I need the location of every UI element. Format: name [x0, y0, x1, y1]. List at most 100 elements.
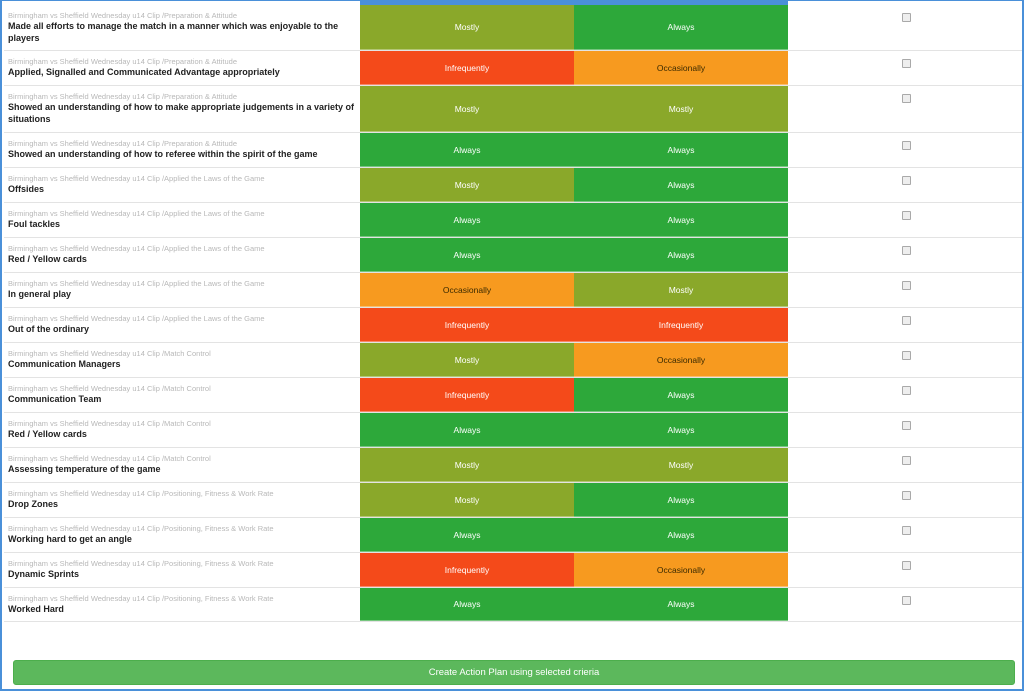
table-row: Birmingham vs Sheffield Wednesday u14 Cl… — [4, 238, 1022, 273]
select-checkbox[interactable] — [902, 456, 911, 465]
criterion-cell: Birmingham vs Sheffield Wednesday u14 Cl… — [4, 308, 360, 342]
rating-cell-first: Infrequently — [360, 308, 574, 342]
criterion-category: Birmingham vs Sheffield Wednesday u14 Cl… — [8, 174, 265, 183]
criterion-category: Birmingham vs Sheffield Wednesday u14 Cl… — [8, 209, 265, 218]
rating-cell-second: Occasionally — [574, 51, 788, 85]
rating-cell-first: Infrequently — [360, 51, 574, 85]
criterion-cell: Birmingham vs Sheffield Wednesday u14 Cl… — [4, 51, 360, 85]
rating-cell-first: Mostly — [360, 448, 574, 482]
criteria-table: Birmingham vs Sheffield Wednesday u14 Cl… — [4, 5, 1022, 622]
criterion-cell: Birmingham vs Sheffield Wednesday u14 Cl… — [4, 378, 360, 412]
select-checkbox[interactable] — [902, 59, 911, 68]
rating-cell-first: Always — [360, 588, 574, 621]
rating-cell-first: Always — [360, 133, 574, 167]
criterion-cell: Birmingham vs Sheffield Wednesday u14 Cl… — [4, 588, 360, 621]
rating-cell-first: Infrequently — [360, 553, 574, 587]
criterion-category: Birmingham vs Sheffield Wednesday u14 Cl… — [8, 279, 265, 288]
rating-cell-second: Mostly — [574, 273, 788, 307]
criterion-name: Foul tackles — [8, 219, 61, 229]
select-cell — [788, 308, 1022, 342]
table-row: Birmingham vs Sheffield Wednesday u14 Cl… — [4, 203, 1022, 238]
table-row: Birmingham vs Sheffield Wednesday u14 Cl… — [4, 518, 1022, 553]
header-accent-bar — [360, 1, 788, 5]
table-row: Birmingham vs Sheffield Wednesday u14 Cl… — [4, 483, 1022, 518]
criterion-cell: Birmingham vs Sheffield Wednesday u14 Cl… — [4, 168, 360, 202]
table-row: Birmingham vs Sheffield Wednesday u14 Cl… — [4, 168, 1022, 203]
rating-cell-first: Mostly — [360, 343, 574, 377]
criterion-category: Birmingham vs Sheffield Wednesday u14 Cl… — [8, 454, 211, 463]
select-cell — [788, 168, 1022, 202]
criterion-name: In general play — [8, 289, 72, 299]
criterion-cell: Birmingham vs Sheffield Wednesday u14 Cl… — [4, 238, 360, 272]
table-row: Birmingham vs Sheffield Wednesday u14 Cl… — [4, 553, 1022, 588]
rating-cell-first: Always — [360, 238, 574, 272]
rating-cell-first: Infrequently — [360, 378, 574, 412]
criterion-category: Birmingham vs Sheffield Wednesday u14 Cl… — [8, 489, 274, 498]
select-checkbox[interactable] — [902, 526, 911, 535]
rating-cell-second: Always — [574, 413, 788, 447]
criterion-category: Birmingham vs Sheffield Wednesday u14 Cl… — [8, 559, 274, 568]
select-checkbox[interactable] — [902, 596, 911, 605]
rating-cell-second: Always — [574, 133, 788, 167]
select-cell — [788, 133, 1022, 167]
select-checkbox[interactable] — [902, 246, 911, 255]
select-checkbox[interactable] — [902, 211, 911, 220]
select-checkbox[interactable] — [902, 281, 911, 290]
criterion-category: Birmingham vs Sheffield Wednesday u14 Cl… — [8, 314, 265, 323]
criterion-category: Birmingham vs Sheffield Wednesday u14 Cl… — [8, 92, 238, 101]
rating-cell-second: Always — [574, 518, 788, 552]
criterion-cell: Birmingham vs Sheffield Wednesday u14 Cl… — [4, 86, 360, 132]
select-checkbox[interactable] — [902, 176, 911, 185]
criterion-name: Showed an understanding of how to make a… — [8, 102, 355, 124]
criterion-name: Assessing temperature of the game — [8, 464, 161, 474]
rating-cell-first: Mostly — [360, 86, 574, 132]
select-cell — [788, 86, 1022, 132]
select-cell — [788, 5, 1022, 50]
criterion-cell: Birmingham vs Sheffield Wednesday u14 Cl… — [4, 5, 360, 50]
rating-cell-second: Always — [574, 483, 788, 517]
criterion-name: Out of the ordinary — [8, 324, 89, 334]
rating-cell-first: Always — [360, 518, 574, 552]
rating-cell-first: Mostly — [360, 168, 574, 202]
select-cell — [788, 273, 1022, 307]
criterion-cell: Birmingham vs Sheffield Wednesday u14 Cl… — [4, 273, 360, 307]
select-checkbox[interactable] — [902, 491, 911, 500]
table-row: Birmingham vs Sheffield Wednesday u14 Cl… — [4, 5, 1022, 51]
rating-cell-second: Always — [574, 203, 788, 237]
rating-cell-second: Infrequently — [574, 308, 788, 342]
criterion-cell: Birmingham vs Sheffield Wednesday u14 Cl… — [4, 203, 360, 237]
table-row: Birmingham vs Sheffield Wednesday u14 Cl… — [4, 588, 1022, 622]
rating-cell-second: Always — [574, 588, 788, 621]
criterion-name: Offsides — [8, 184, 45, 194]
select-checkbox[interactable] — [902, 351, 911, 360]
select-checkbox[interactable] — [902, 141, 911, 150]
select-cell — [788, 553, 1022, 587]
rating-cell-second: Occasionally — [574, 553, 788, 587]
select-checkbox[interactable] — [902, 421, 911, 430]
criterion-name: Showed an understanding of how to refere… — [8, 149, 318, 159]
criterion-name: Working hard to get an angle — [8, 534, 132, 544]
select-checkbox[interactable] — [902, 94, 911, 103]
criterion-name: Communication Managers — [8, 359, 121, 369]
criterion-cell: Birmingham vs Sheffield Wednesday u14 Cl… — [4, 553, 360, 587]
table-row: Birmingham vs Sheffield Wednesday u14 Cl… — [4, 86, 1022, 133]
rating-cell-first: Always — [360, 203, 574, 237]
criterion-category: Birmingham vs Sheffield Wednesday u14 Cl… — [8, 349, 211, 358]
select-cell — [788, 413, 1022, 447]
select-checkbox[interactable] — [902, 316, 911, 325]
rating-cell-second: Always — [574, 168, 788, 202]
select-checkbox[interactable] — [902, 561, 911, 570]
criterion-cell: Birmingham vs Sheffield Wednesday u14 Cl… — [4, 483, 360, 517]
criterion-category: Birmingham vs Sheffield Wednesday u14 Cl… — [8, 11, 238, 20]
table-row: Birmingham vs Sheffield Wednesday u14 Cl… — [4, 343, 1022, 378]
rating-cell-second: Occasionally — [574, 343, 788, 377]
table-row: Birmingham vs Sheffield Wednesday u14 Cl… — [4, 273, 1022, 308]
create-action-plan-button[interactable]: Create Action Plan using selected crieri… — [13, 660, 1015, 685]
table-row: Birmingham vs Sheffield Wednesday u14 Cl… — [4, 378, 1022, 413]
criterion-cell: Birmingham vs Sheffield Wednesday u14 Cl… — [4, 518, 360, 552]
rating-cell-first: Always — [360, 413, 574, 447]
select-checkbox[interactable] — [902, 13, 911, 22]
select-checkbox[interactable] — [902, 386, 911, 395]
criterion-name: Red / Yellow cards — [8, 254, 87, 264]
criterion-category: Birmingham vs Sheffield Wednesday u14 Cl… — [8, 384, 211, 393]
